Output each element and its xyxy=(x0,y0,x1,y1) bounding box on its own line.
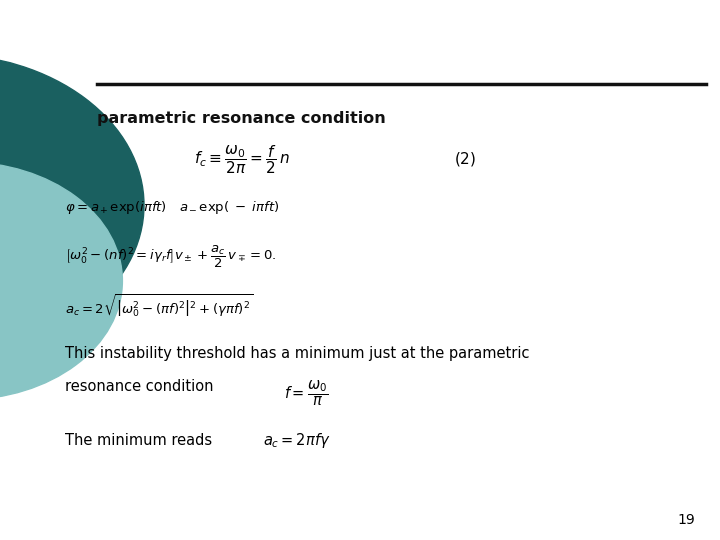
Text: $a_c = 2\pi f \gamma$: $a_c = 2\pi f \gamma$ xyxy=(263,430,330,450)
Circle shape xyxy=(0,162,122,400)
Text: 19: 19 xyxy=(677,512,695,526)
Text: $\left[\omega_0^2 - (nf)^2 = i\gamma_r f\right] v_\pm + \dfrac{a_c}{2}\, v_\mp =: $\left[\omega_0^2 - (nf)^2 = i\gamma_r f… xyxy=(65,244,276,269)
Text: $f = \dfrac{\omega_0}{\pi}$: $f = \dfrac{\omega_0}{\pi}$ xyxy=(284,379,329,408)
Text: This instability threshold has a minimum just at the parametric: This instability threshold has a minimum… xyxy=(65,346,529,361)
Text: $\varphi = a_+ \exp(i\pi ft) \quad a_- \exp(\;-\;i\pi ft)$: $\varphi = a_+ \exp(i\pi ft) \quad a_- \… xyxy=(65,199,279,217)
Text: The minimum reads: The minimum reads xyxy=(65,433,212,448)
Text: $a_c = 2\sqrt{\left|\omega_0^2 - (\pi f)^2\right|^2 + (\gamma \pi f)^2}$: $a_c = 2\sqrt{\left|\omega_0^2 - (\pi f)… xyxy=(65,292,253,319)
Circle shape xyxy=(0,54,144,356)
Text: resonance condition: resonance condition xyxy=(65,379,213,394)
Text: $(2)$: $(2)$ xyxy=(454,150,476,168)
Text: parametric resonance condition: parametric resonance condition xyxy=(97,111,386,126)
Text: $f_c \equiv \dfrac{\omega_0}{2\pi} = \dfrac{f}{2}\, n$: $f_c \equiv \dfrac{\omega_0}{2\pi} = \df… xyxy=(194,143,290,176)
